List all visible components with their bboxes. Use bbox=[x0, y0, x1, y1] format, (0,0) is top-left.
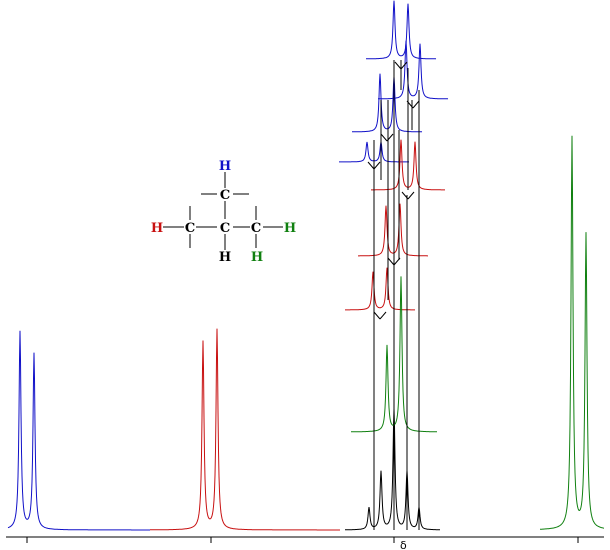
atom-c-right: C bbox=[251, 221, 261, 236]
mini-red-3 bbox=[345, 267, 415, 311]
mini-blue-top bbox=[366, 0, 437, 60]
peak-blue-doublet bbox=[7, 330, 150, 531]
atom-h-red: H bbox=[151, 221, 163, 236]
atom-h-bottom: H bbox=[219, 250, 231, 265]
tree-chevron bbox=[412, 100, 420, 109]
peak-black-multiplet bbox=[345, 408, 440, 531]
peak-green-doublet bbox=[540, 135, 604, 530]
axis-label: δ bbox=[400, 539, 407, 550]
tree-chevron bbox=[400, 61, 408, 70]
splitting-tree bbox=[339, 0, 449, 530]
mini-blue-2 bbox=[378, 40, 449, 100]
mini-blue-3 bbox=[352, 73, 423, 133]
atom-h-green-right: H bbox=[284, 221, 296, 236]
tree-chevron bbox=[367, 161, 375, 170]
atom-h-blue: H bbox=[219, 159, 231, 174]
tree-chevron bbox=[373, 311, 381, 320]
atom-c-left: C bbox=[185, 221, 195, 236]
tree-chevron bbox=[386, 133, 394, 142]
atom-h-green-bottom: H bbox=[251, 250, 263, 265]
tree-chevron bbox=[407, 191, 415, 200]
molecule-atoms: H C H C C C H H H bbox=[151, 159, 296, 265]
tree-chevron bbox=[394, 61, 402, 70]
atom-c-center: C bbox=[220, 221, 230, 236]
tree-chevron bbox=[393, 257, 401, 266]
molecule-structure bbox=[163, 172, 283, 250]
tree-chevron bbox=[406, 100, 414, 109]
atom-c-top: C bbox=[220, 188, 230, 203]
spectrum-peaks bbox=[7, 135, 604, 531]
tree-chevron bbox=[379, 311, 387, 320]
tree-chevron bbox=[373, 161, 381, 170]
tree-chevron bbox=[387, 257, 395, 266]
x-axis bbox=[6, 536, 604, 543]
tree-chevron bbox=[401, 191, 409, 200]
tree-chevron bbox=[380, 133, 388, 142]
mini-red-2 bbox=[358, 203, 428, 257]
peak-red-doublet bbox=[150, 328, 340, 531]
